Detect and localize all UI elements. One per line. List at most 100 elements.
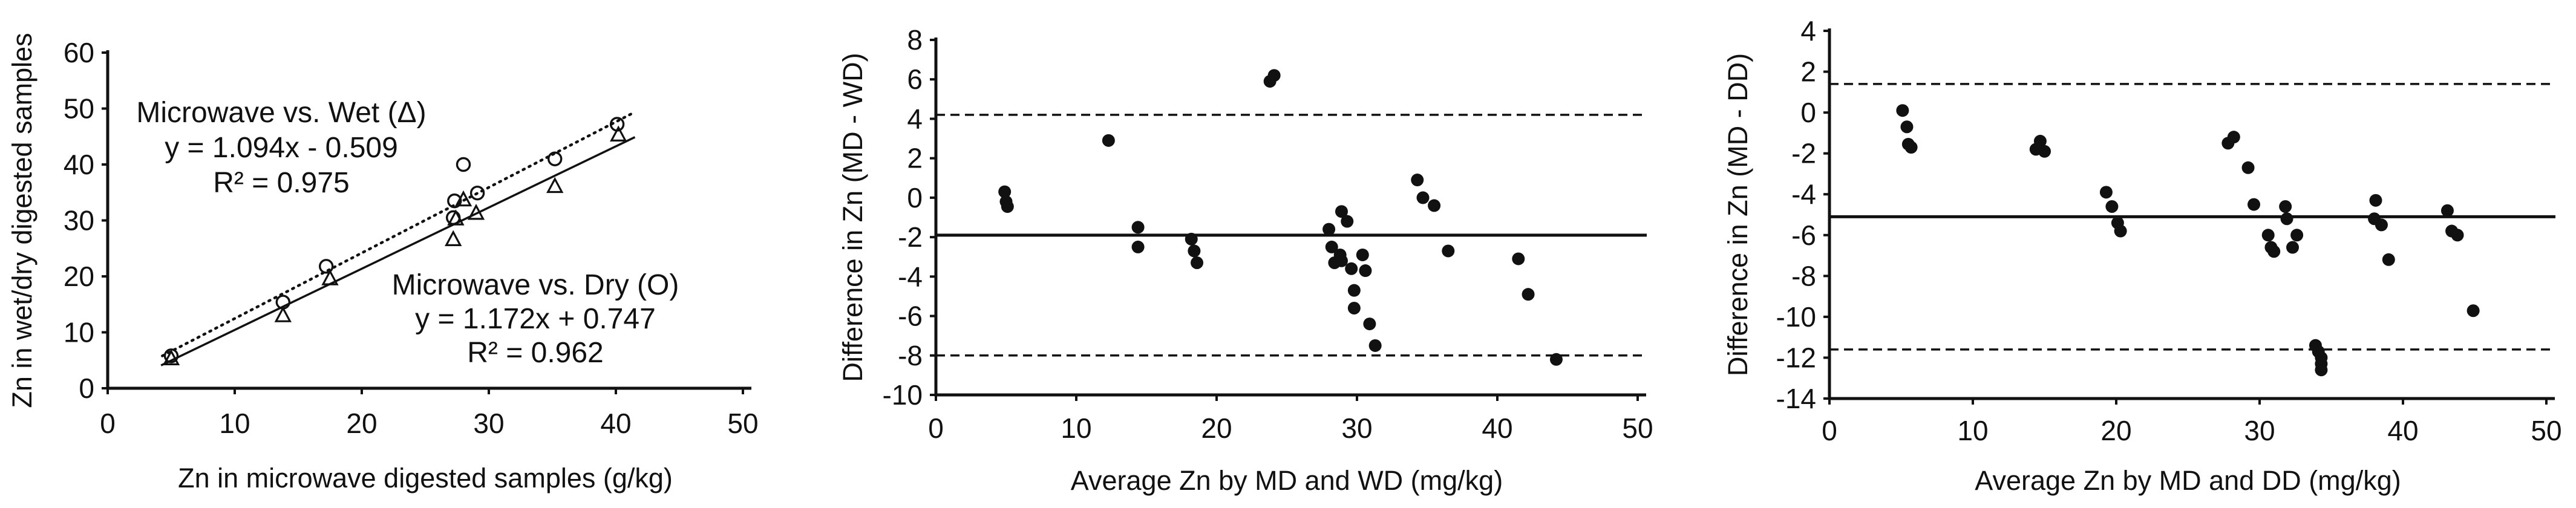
data-point-triangle bbox=[610, 125, 627, 142]
y-tick-label: 30 bbox=[64, 205, 94, 236]
data-point-dot bbox=[998, 185, 1012, 198]
x-tick-label: 0 bbox=[1822, 415, 1837, 446]
data-point-dot bbox=[2369, 194, 2382, 207]
y-tick-label: -14 bbox=[1776, 383, 1816, 414]
data-point-triangle bbox=[445, 230, 462, 246]
annotation-line: Microwave vs. Wet (Δ) bbox=[136, 97, 426, 129]
y-tick-label: 8 bbox=[907, 24, 923, 56]
data-point-dot bbox=[2038, 145, 2051, 158]
data-point-dot bbox=[1335, 205, 1348, 218]
y-tick-label: 20 bbox=[64, 261, 94, 292]
data-point-triangle bbox=[321, 269, 339, 285]
data-point-dot bbox=[1368, 339, 1382, 352]
data-point-dot bbox=[1363, 318, 1376, 331]
data-point-triangle bbox=[546, 177, 564, 194]
y-tick-label: 10 bbox=[64, 317, 94, 348]
data-point-dot bbox=[1900, 120, 1914, 134]
x-axis-title: Average Zn by MD and DD (mg/kg) bbox=[1975, 465, 2401, 496]
data-point-triangle bbox=[447, 209, 465, 226]
y-tick-label: 4 bbox=[907, 103, 923, 134]
data-point-dot bbox=[2033, 134, 2047, 148]
x-tick-label: 10 bbox=[1957, 415, 1988, 446]
y-tick-label: -2 bbox=[898, 221, 923, 253]
data-point-dot bbox=[2267, 245, 2281, 258]
y-tick-label: -8 bbox=[1791, 260, 1816, 291]
y-tick-label: -12 bbox=[1776, 342, 1816, 373]
data-point-circle bbox=[447, 193, 462, 209]
data-point-dot bbox=[2114, 224, 2127, 238]
data-point-dot bbox=[2286, 241, 2300, 254]
x-tick-label: 30 bbox=[1341, 412, 1372, 444]
data-point-dot bbox=[2440, 204, 2454, 217]
y-tick-label: 0 bbox=[907, 182, 923, 213]
y-tick-label: 4 bbox=[1800, 15, 1816, 47]
bland-altman-wd-chart: 0 10 20 30 40 50 8 6 4 2 0 -2 -4 -6 -8 -10 Average Zn by… bbox=[811, 0, 1670, 508]
data-point-dot bbox=[2375, 218, 2388, 232]
annotation-line: y = 1.094x - 0.509 bbox=[165, 132, 398, 164]
y-tick-label: 0 bbox=[79, 373, 94, 404]
data-point-dot bbox=[1347, 284, 1361, 297]
data-point-triangle bbox=[162, 349, 180, 366]
annotation-line: R² = 0.975 bbox=[213, 167, 349, 199]
y-tick-label: -6 bbox=[1791, 220, 1816, 251]
x-tick-label: 0 bbox=[100, 408, 116, 439]
data-point-dot bbox=[2451, 229, 2464, 242]
data-point-dot bbox=[1341, 215, 1354, 228]
data-point-dot bbox=[2290, 229, 2304, 242]
x-axis-title: Zn in microwave digested samples (g/kg) bbox=[178, 463, 673, 493]
data-point-dot bbox=[1335, 254, 1348, 267]
data-point-dot bbox=[1322, 223, 1336, 236]
data-point-dot bbox=[1549, 353, 1563, 366]
regression-chart: 0 10 20 30 40 50 0 10 20 30 40 50 60 Zn in microwave … bbox=[0, 0, 877, 508]
y-tick-label: -4 bbox=[898, 261, 923, 292]
data-point-dot bbox=[1001, 200, 1014, 213]
data-point-dot bbox=[1359, 264, 1372, 278]
annotation-line: R² = 0.962 bbox=[467, 337, 603, 369]
y-tick-label: -8 bbox=[898, 340, 923, 371]
trend-line-solid bbox=[160, 136, 636, 366]
data-point-dot bbox=[1188, 244, 1201, 258]
x-tick-label: 20 bbox=[1201, 412, 1232, 444]
x-tick-label: 30 bbox=[473, 408, 504, 439]
data-point-dot bbox=[1411, 174, 1424, 187]
y-tick-label: 6 bbox=[907, 63, 923, 95]
data-point-circle bbox=[548, 151, 563, 166]
x-axis-title: Average Zn by MD and WD (mg/kg) bbox=[1071, 465, 1503, 496]
data-point-dot bbox=[2247, 198, 2261, 211]
annotation-line: Microwave vs. Dry (O) bbox=[392, 269, 679, 301]
data-point-dot bbox=[1102, 134, 1115, 147]
y-tick-label: -4 bbox=[1791, 178, 1816, 210]
x-tick-label: 0 bbox=[928, 412, 944, 444]
y-tick-label: -2 bbox=[1791, 138, 1816, 169]
y-tick-label: -6 bbox=[898, 301, 923, 332]
data-point-dot bbox=[1512, 252, 1525, 265]
data-point-dot bbox=[2099, 186, 2113, 199]
y-tick-label: 0 bbox=[1800, 97, 1816, 128]
data-point-triangle bbox=[274, 306, 292, 322]
y-tick-label: 40 bbox=[64, 149, 94, 180]
data-point-triangle bbox=[454, 190, 472, 207]
data-point-dot bbox=[1325, 240, 1338, 253]
x-tick-label: 20 bbox=[2100, 415, 2131, 446]
y-tick-label: 60 bbox=[64, 37, 94, 68]
y-axis-title: Difference in Zn (MD - DD) bbox=[1722, 53, 1753, 376]
y-axis-title: Difference in Zn (MD - WD) bbox=[837, 53, 868, 382]
data-point-dot bbox=[2105, 200, 2119, 213]
data-point-dot bbox=[1267, 69, 1281, 82]
data-point-dot bbox=[1904, 141, 1918, 154]
x-tick-label: 20 bbox=[346, 408, 377, 439]
regression-scatter-plot: 0 10 20 30 40 50 0 10 20 30 40 50 60 Zn in microwave … bbox=[7, 33, 759, 493]
x-tick-label: 50 bbox=[1622, 412, 1653, 444]
y-axis-title: Zn in wet/dry digested samples bbox=[7, 33, 38, 408]
data-point-circle bbox=[469, 185, 485, 201]
data-point-dot bbox=[1522, 288, 1535, 301]
data-point-dot bbox=[1356, 248, 1369, 261]
data-point-dot bbox=[2315, 363, 2328, 377]
bland-altman-dd-chart: 0 10 20 30 40 50 4 2 0 -2 -4 -6 -8 -10 -12 -14 Average Z… bbox=[1694, 0, 2576, 508]
data-point-dot bbox=[2227, 131, 2240, 144]
data-point-dot bbox=[1185, 232, 1198, 246]
x-tick-label: 30 bbox=[2244, 415, 2275, 446]
